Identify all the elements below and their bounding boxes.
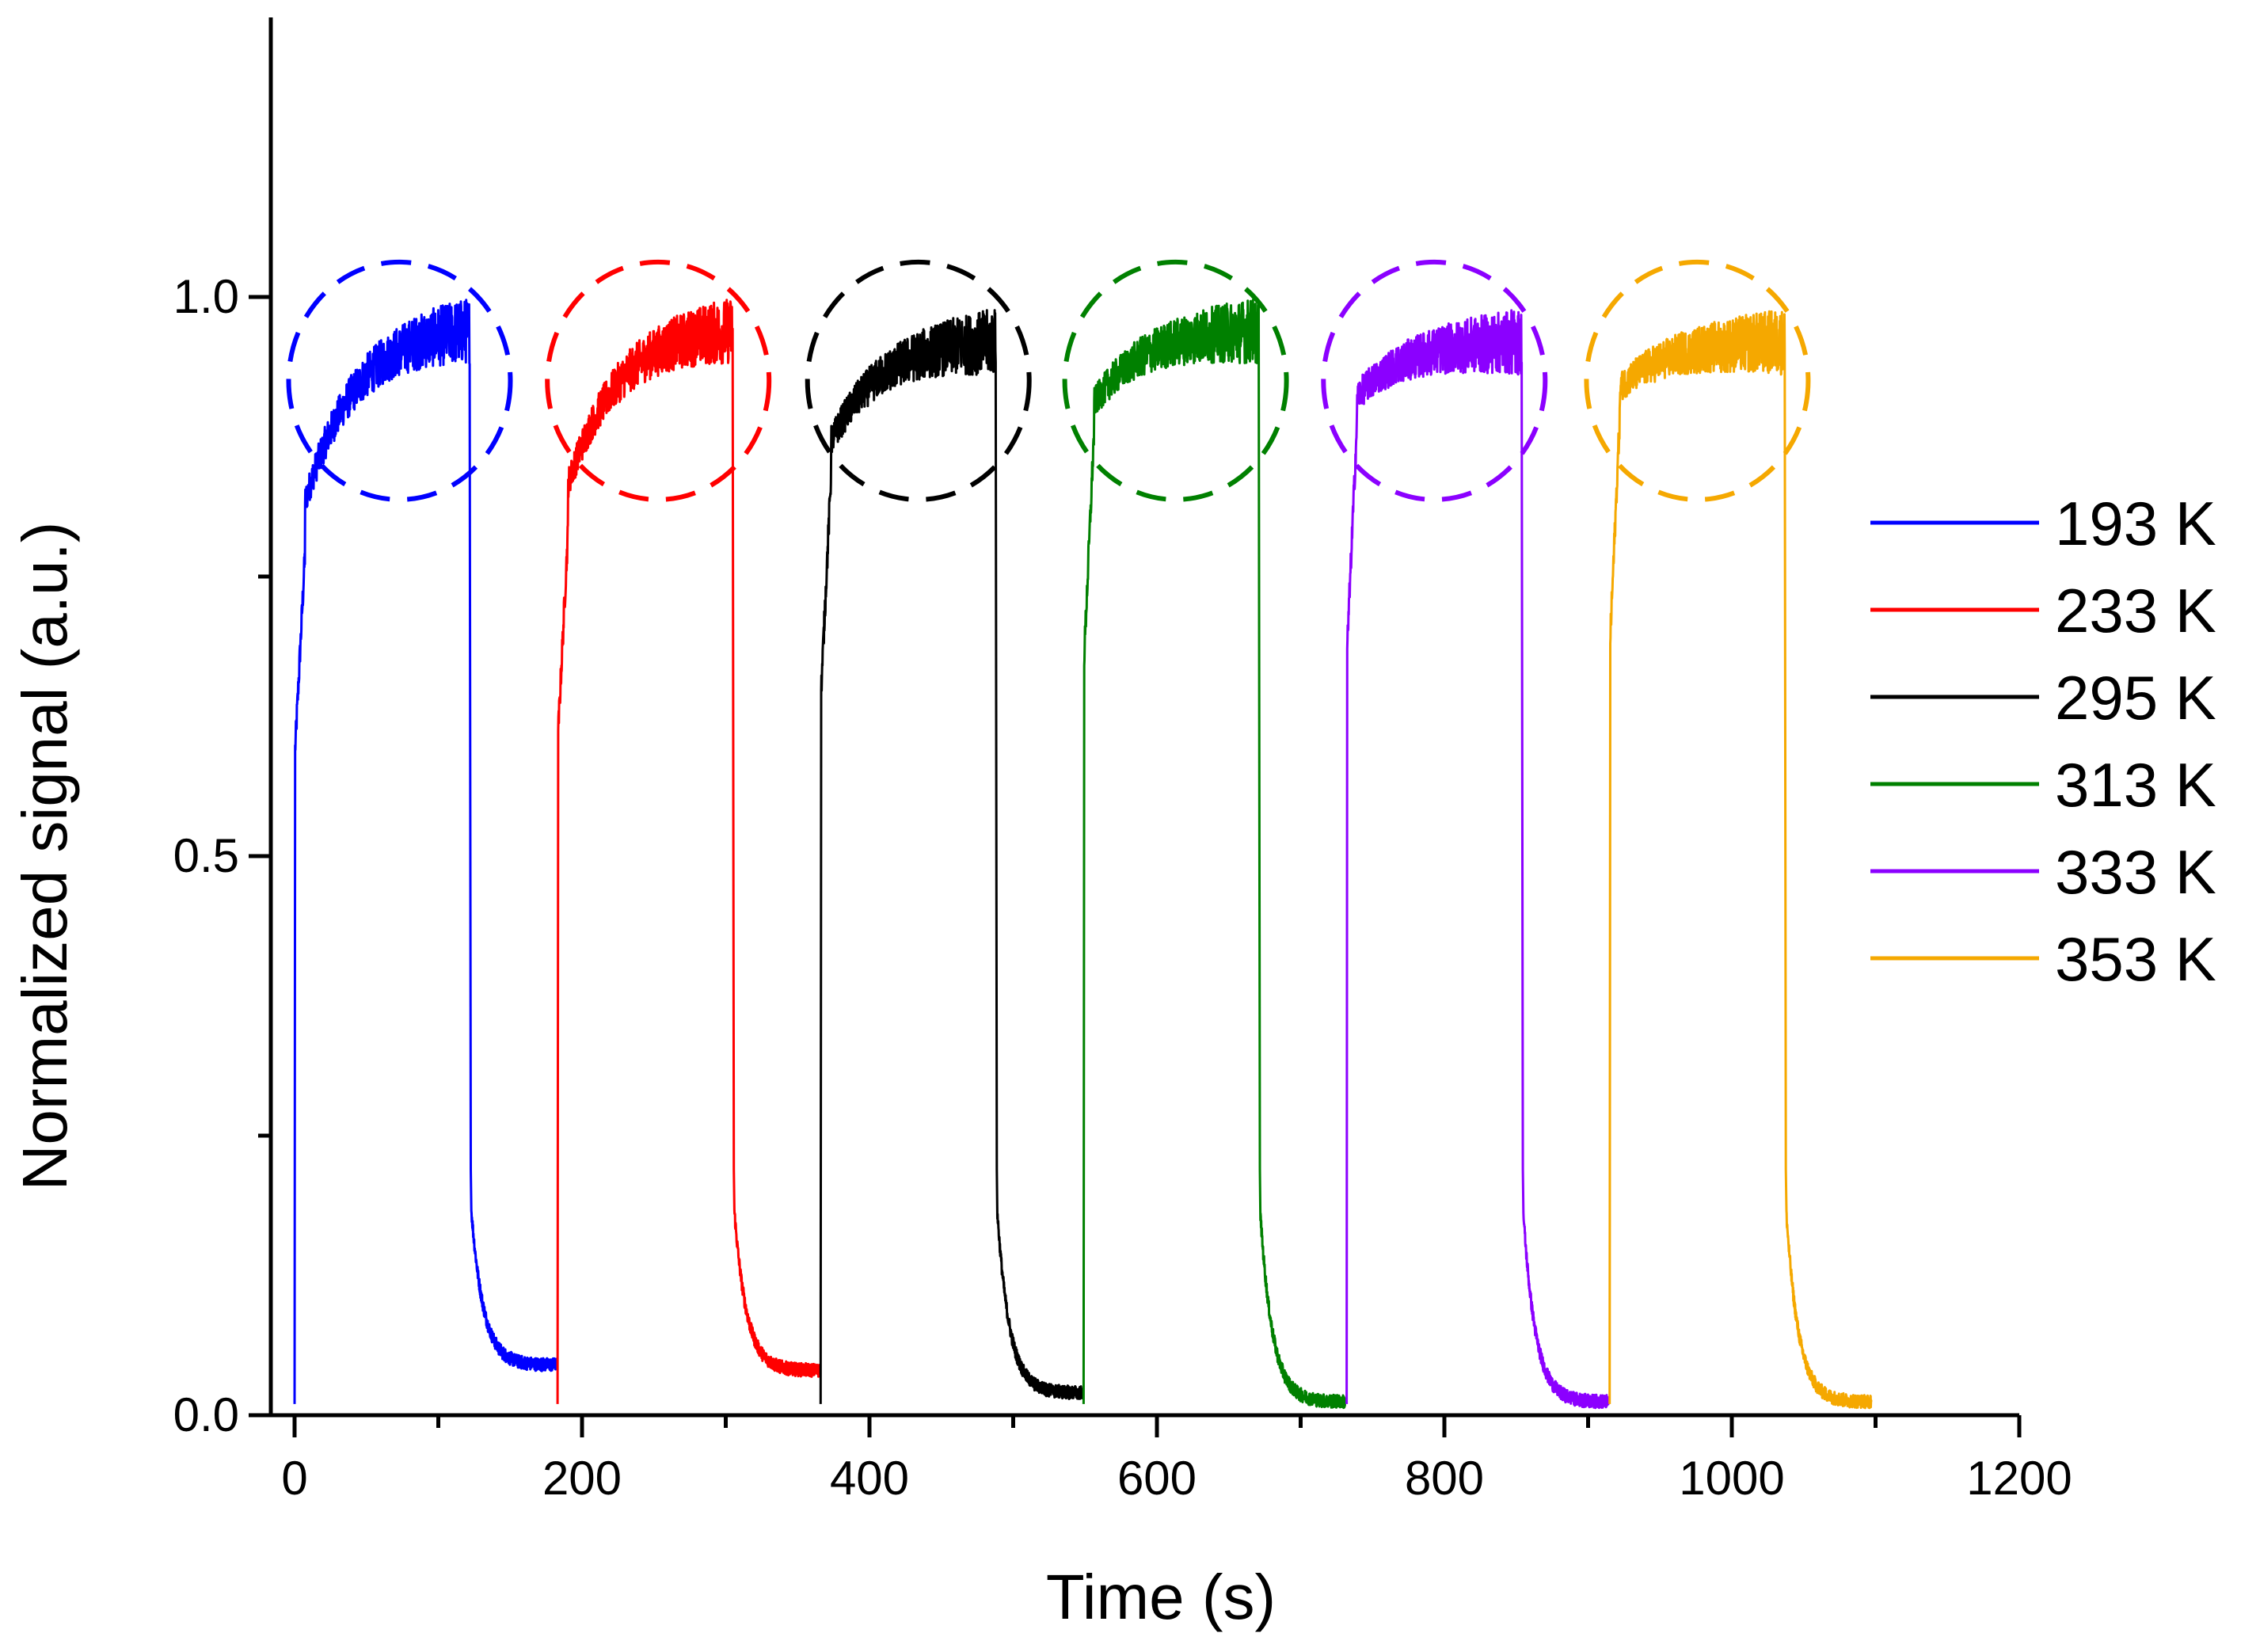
plot-area xyxy=(286,259,1873,1410)
legend-label: 353 K xyxy=(2055,924,2216,994)
x-tick-label: 400 xyxy=(830,1452,909,1505)
series-333-k xyxy=(1321,259,1610,1410)
dashed-circle-annotation xyxy=(1584,259,1811,502)
series-193-k xyxy=(286,259,557,1404)
legend-label: 233 K xyxy=(2055,576,2216,645)
series-trace xyxy=(1345,309,1610,1410)
series-trace xyxy=(819,309,1084,1404)
x-tick-label: 800 xyxy=(1405,1452,1484,1505)
dashed-circle-annotation xyxy=(1062,259,1289,502)
legend-label: 313 K xyxy=(2055,750,2216,820)
series-295-k xyxy=(805,259,1084,1404)
x-tick-label: 1200 xyxy=(1966,1452,2072,1505)
series-trace xyxy=(293,299,557,1404)
x-tick-label: 600 xyxy=(1117,1452,1197,1505)
y-axis-title: Normalized signal (a.u.) xyxy=(10,522,80,1191)
axes xyxy=(268,17,2019,1418)
x-tick-label: 0 xyxy=(281,1452,307,1505)
series-233-k xyxy=(545,259,820,1404)
legend-label: 295 K xyxy=(2055,663,2216,733)
x-tick-label: 200 xyxy=(542,1452,622,1505)
legend-label: 333 K xyxy=(2055,837,2216,907)
dashed-circle-annotation xyxy=(805,259,1032,502)
x-axis-title: Time (s) xyxy=(1046,1562,1276,1632)
dashed-circle-annotation xyxy=(286,259,513,502)
y-tick-label: 0.0 xyxy=(173,1388,239,1441)
legend-label: 193 K xyxy=(2055,489,2216,558)
y-tick-label: 1.0 xyxy=(173,270,239,323)
dashed-circle-annotation xyxy=(545,259,772,502)
series-313-k xyxy=(1062,259,1347,1410)
series-353-k xyxy=(1584,259,1873,1410)
series-trace xyxy=(1608,310,1873,1410)
ticks: 0 200 400 600 800 1000 1200 0.0 0.5 1.0 xyxy=(173,270,2072,1505)
x-tick-label: 1000 xyxy=(1679,1452,1784,1505)
dashed-circle-annotation xyxy=(1321,259,1548,502)
y-tick-label: 0.5 xyxy=(173,829,239,882)
legend: 193 K 233 K 295 K 313 K 333 K 353 K xyxy=(1870,489,2216,994)
series-trace xyxy=(1082,299,1347,1410)
series-trace xyxy=(556,299,820,1404)
